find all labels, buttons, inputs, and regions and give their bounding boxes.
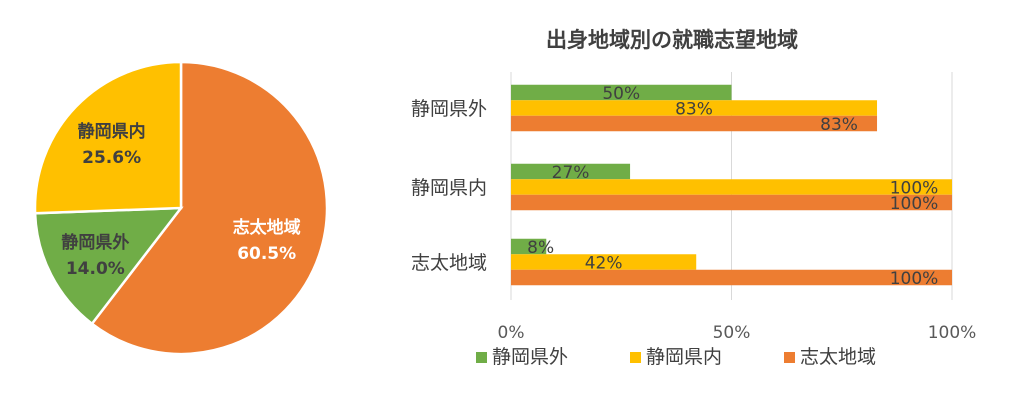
bar <box>511 194 952 211</box>
pie-slice-name: 静岡県外 <box>61 232 129 253</box>
category-label: 志太地域 <box>411 252 487 274</box>
data-label: 27% <box>552 163 590 183</box>
pie-slice-name: 志太地域 <box>233 217 301 238</box>
x-tick-label: 100% <box>928 323 977 343</box>
x-tick-label: 0% <box>498 323 525 343</box>
data-label: 83% <box>820 115 858 135</box>
pie-slice-value: 60.5% <box>237 244 296 264</box>
pie-slice <box>33 60 183 215</box>
category-label: 静岡県内 <box>411 177 487 199</box>
pie-chart: 志太地域 60.5% 静岡県外 14.0% 静岡県内 25.6% <box>33 60 329 356</box>
bar <box>511 238 547 255</box>
bar-chart-title: 出身地域別の就職志望地域 <box>546 28 798 52</box>
data-label: 8% <box>527 238 554 258</box>
bar <box>511 84 732 101</box>
pie-slice-value: 25.6% <box>82 148 141 168</box>
data-label: 100% <box>890 269 939 289</box>
data-label: 42% <box>585 253 623 273</box>
pie-slice-value: 14.0% <box>66 259 125 279</box>
legend-label: 静岡県内 <box>646 346 722 368</box>
bar <box>511 254 697 270</box>
x-tick-label: 50% <box>713 323 751 343</box>
bar <box>511 163 631 180</box>
legend-label: 志太地域 <box>800 346 876 368</box>
data-label: 83% <box>675 99 713 119</box>
category-label: 静岡県外 <box>411 98 487 120</box>
legend-swatch <box>630 352 641 363</box>
pie-slice <box>33 206 184 326</box>
bar <box>511 100 878 116</box>
bar <box>511 115 878 132</box>
bar <box>511 269 952 286</box>
data-label: 100% <box>890 194 939 214</box>
pie-slice-name: 静岡県内 <box>78 121 146 142</box>
bar <box>511 179 952 195</box>
data-label: 100% <box>890 178 939 198</box>
legend-swatch <box>476 352 487 363</box>
bar-chart: 出身地域別の就職志望地域 静岡県外50%83%83%静岡県内27%100%100… <box>411 28 976 368</box>
data-label: 50% <box>602 84 640 104</box>
legend-label: 静岡県外 <box>492 346 568 368</box>
legend-swatch <box>784 352 795 363</box>
pie-slice <box>90 60 329 356</box>
